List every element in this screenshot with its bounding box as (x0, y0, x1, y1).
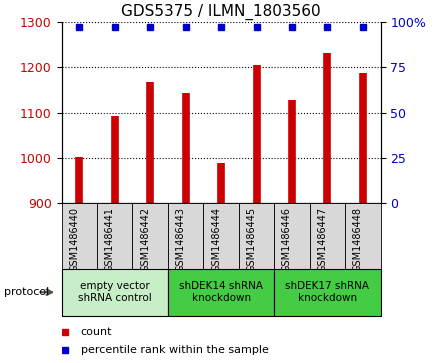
Bar (310, 203, 345, 269)
Text: percentile rank within the sample: percentile rank within the sample (81, 345, 268, 355)
Bar (274, 203, 310, 269)
Bar (345, 203, 381, 269)
Text: GSM1486447: GSM1486447 (317, 207, 327, 272)
Text: GSM1486444: GSM1486444 (211, 207, 221, 272)
Bar (168, 203, 203, 269)
Bar (274, 269, 381, 316)
Title: GDS5375 / ILMN_1803560: GDS5375 / ILMN_1803560 (121, 4, 321, 20)
Text: GSM1486442: GSM1486442 (140, 207, 150, 272)
Bar (239, 203, 274, 269)
Text: empty vector
shRNA control: empty vector shRNA control (78, 281, 152, 303)
Text: GSM1486440: GSM1486440 (70, 207, 79, 272)
Text: GSM1486443: GSM1486443 (176, 207, 186, 272)
Text: GSM1486448: GSM1486448 (353, 207, 363, 272)
Bar (203, 203, 239, 269)
Text: shDEK14 shRNA
knockdown: shDEK14 shRNA knockdown (179, 281, 263, 303)
Bar (132, 203, 168, 269)
Text: GSM1486441: GSM1486441 (105, 207, 115, 272)
Text: count: count (81, 327, 112, 337)
Bar (62, 203, 97, 269)
Text: protocol: protocol (4, 287, 50, 297)
Text: GSM1486446: GSM1486446 (282, 207, 292, 272)
Bar (62, 269, 168, 316)
Text: shDEK17 shRNA
knockdown: shDEK17 shRNA knockdown (286, 281, 370, 303)
Text: GSM1486445: GSM1486445 (246, 207, 257, 272)
Bar (168, 269, 274, 316)
Bar (97, 203, 132, 269)
